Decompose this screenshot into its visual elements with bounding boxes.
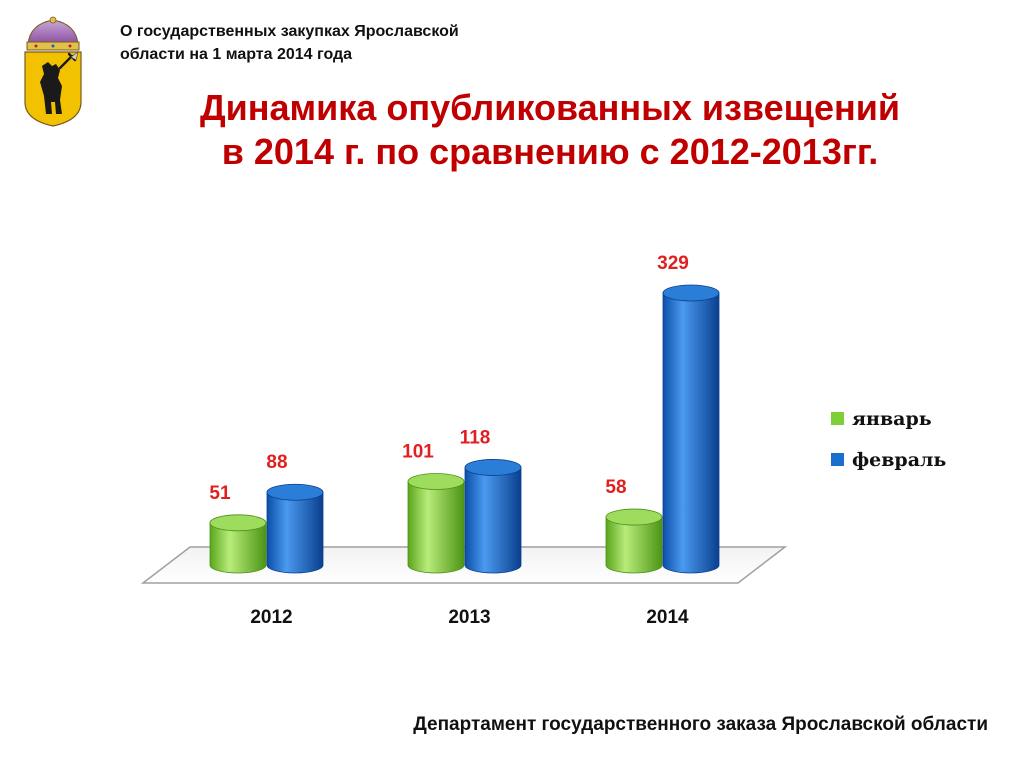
- page-title-line: в 2014 г. по сравнению с 2012-2013гг.: [221, 131, 879, 172]
- data-label: 88: [266, 452, 287, 473]
- footer-department: Департамент государственного заказа Ярос…: [413, 714, 988, 735]
- bar-2013-february: 118: [460, 427, 522, 574]
- x-tick-label: 2013: [448, 607, 490, 628]
- bar-2013-january: 101: [402, 441, 465, 574]
- data-label: 101: [402, 441, 434, 462]
- bar-2014-january: 58: [605, 477, 663, 574]
- legend-swatch: [831, 412, 844, 425]
- data-label: 58: [605, 477, 626, 498]
- page-title: Динамика опубликованных извещений в 2014…: [100, 86, 1000, 174]
- page-title-line: Динамика опубликованных извещений: [199, 87, 900, 128]
- bar-2014-february: 329: [657, 253, 720, 574]
- data-label: 118: [460, 427, 491, 448]
- bar-2012-february: 88: [266, 452, 324, 574]
- bar-2012-january: 51: [209, 483, 267, 574]
- organization-subtitle-line: О государственных закупках Ярославской: [120, 23, 459, 40]
- data-label: 329: [657, 253, 689, 274]
- legend-swatch: [831, 453, 844, 466]
- x-tick-label: 2012: [250, 607, 292, 628]
- data-label: 51: [209, 483, 231, 504]
- yaroslavl-coat-of-arms-icon: [24, 16, 82, 127]
- organization-subtitle-line: области на 1 марта 2014 года: [120, 46, 353, 63]
- organization-subtitle: О государственных закупках Ярославской о…: [120, 20, 540, 66]
- notices-bar-chart: 51 88 2012 101 118 2013 58 329 2014 январь феврал…: [140, 253, 946, 628]
- x-tick-label: 2014: [646, 607, 689, 628]
- legend-entry: февраль: [852, 449, 946, 471]
- legend-entry: январь: [852, 408, 932, 430]
